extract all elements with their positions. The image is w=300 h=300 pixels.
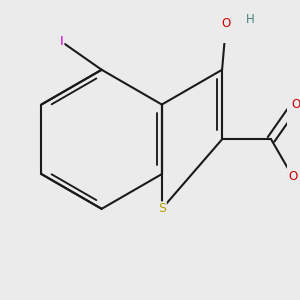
Text: I: I: [60, 35, 63, 48]
Text: O: O: [288, 170, 297, 183]
Text: H: H: [246, 13, 255, 26]
Text: O: O: [221, 17, 231, 30]
Text: O: O: [291, 98, 300, 111]
Text: S: S: [158, 202, 166, 215]
